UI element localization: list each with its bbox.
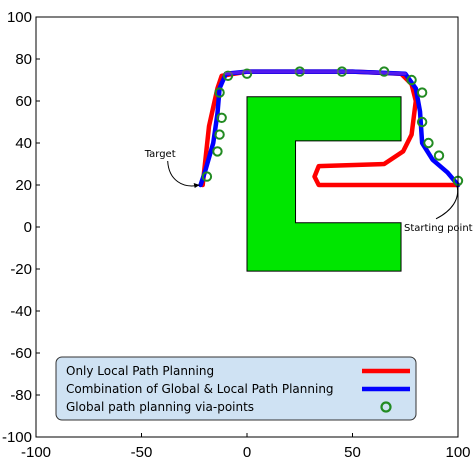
via-point-marker [433, 150, 445, 161]
path-overlap-line [224, 70, 407, 76]
y-tick-label: 0 [24, 219, 32, 236]
y-tick-label: 60 [15, 93, 32, 110]
via-point-marker [241, 68, 253, 79]
y-tick-label: 40 [15, 135, 32, 152]
y-tick-label: -80 [10, 387, 32, 404]
y-tick-label: 100 [7, 9, 32, 26]
via-point-marker [201, 171, 213, 182]
x-tick-label: -100 [21, 444, 51, 461]
legend-label: Only Local Path Planning [66, 364, 214, 378]
via-point-marker [216, 112, 227, 124]
legend-box [55, 356, 417, 421]
legend-label: Global path planning via-points [66, 400, 254, 414]
x-tick-label: 100 [445, 444, 470, 461]
x-tick-label: 50 [344, 444, 361, 461]
via-point-marker [423, 137, 434, 149]
y-tick-label: -20 [10, 261, 32, 278]
y-tick-label: -60 [10, 345, 32, 362]
legend-marker [380, 401, 392, 413]
annotation-target-arrow [167, 160, 200, 187]
via-point-marker [214, 87, 225, 98]
x-tick-label: -50 [131, 444, 153, 461]
via-point-marker [416, 116, 428, 128]
local-path-line [200, 69, 461, 188]
via-point-marker [222, 70, 234, 82]
via-point-marker [406, 74, 417, 86]
y-tick-label: -40 [10, 303, 32, 320]
annotation-start-arrow [435, 185, 459, 220]
obstacle-c-shape [246, 96, 402, 272]
legend-label: Combination of Global & Local Path Plann… [66, 382, 334, 396]
y-tick-label: 20 [15, 177, 32, 194]
annotation-target-arrowhead [193, 183, 200, 188]
via-point-marker [214, 129, 225, 140]
x-tick-label: 0 [243, 444, 251, 461]
via-point-marker [416, 87, 428, 98]
via-point-marker [212, 146, 223, 157]
annotation-target: Target [144, 149, 176, 160]
y-tick-label: 80 [15, 51, 32, 68]
annotation-starting-point: Starting point [404, 223, 473, 234]
y-tick-label: -100 [2, 429, 32, 446]
